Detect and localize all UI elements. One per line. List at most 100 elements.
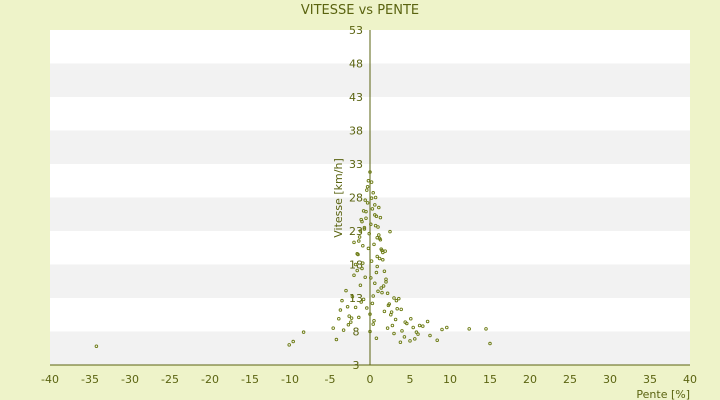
data-point: [371, 191, 375, 195]
data-point: [352, 273, 356, 277]
data-point: [381, 284, 386, 288]
x-tick-label: 30: [603, 373, 617, 386]
y-tick-label: 43: [349, 91, 363, 104]
data-point: [384, 277, 388, 281]
x-tick-label: -35: [81, 373, 99, 386]
data-point: [373, 223, 378, 228]
data-point: [376, 289, 380, 294]
data-point: [356, 252, 360, 257]
x-tick-label: -40: [41, 373, 59, 386]
data-point: [353, 305, 358, 310]
data-point: [366, 246, 371, 251]
data-point: [360, 266, 364, 271]
data-point: [402, 335, 407, 339]
data-point: [352, 240, 356, 245]
data-point: [388, 229, 392, 234]
data-point: [369, 259, 374, 263]
data-point: [94, 344, 99, 348]
data-point: [377, 205, 381, 210]
data-point: [398, 340, 403, 344]
data-point: [357, 235, 362, 239]
data-point: [338, 308, 343, 312]
data-point: [395, 306, 399, 311]
data-point: [445, 325, 449, 330]
data-point: [373, 281, 377, 286]
data-point: [416, 332, 420, 336]
data-point: [358, 229, 363, 233]
data-point: [345, 304, 350, 309]
data-point: [385, 291, 390, 296]
data-point: [425, 319, 430, 324]
data-point: [359, 300, 363, 304]
data-point: [362, 227, 367, 231]
data-point: [371, 322, 375, 326]
y-tick-label: 23: [349, 225, 363, 238]
y-axis-label: Vitesse [km/h]: [332, 158, 345, 238]
x-tick-label: 25: [563, 373, 577, 386]
data-point: [383, 249, 387, 253]
data-point: [393, 317, 398, 322]
data-point: [340, 298, 344, 303]
data-point: [341, 328, 346, 332]
data-point: [370, 207, 375, 211]
data-point: [361, 261, 365, 265]
data-point: [397, 296, 401, 301]
x-tick-label: -10: [281, 373, 299, 386]
x-tick-label: 15: [483, 373, 497, 386]
chart-title: VITESSE vs PENTE: [301, 3, 419, 18]
data-point: [349, 320, 353, 324]
data-point: [375, 264, 379, 269]
data-point: [389, 310, 394, 314]
data-point: [372, 319, 376, 323]
x-axis-label: Pente [%]: [636, 388, 690, 400]
data-point: [334, 337, 339, 342]
data-point: [344, 288, 348, 293]
data-point: [467, 327, 471, 331]
data-point: [355, 268, 359, 273]
data-point: [382, 269, 387, 273]
x-tick-label: 5: [407, 373, 414, 386]
data-point: [357, 315, 361, 320]
x-tick-label: -30: [121, 373, 139, 386]
data-point: [363, 198, 367, 202]
data-point: [374, 270, 379, 275]
data-point: [368, 312, 372, 316]
data-point: [364, 209, 368, 214]
x-tick-labels: -40 -35 -30 -25 -20 -15 -10 -5 0 5 10 15 20 25 30 35 40: [41, 373, 697, 386]
data-point: [392, 296, 396, 300]
data-point: [394, 298, 399, 303]
data-point: [350, 294, 355, 299]
data-point: [369, 222, 373, 227]
data-point: [373, 203, 377, 207]
data-point: [358, 283, 363, 288]
data-point: [421, 324, 425, 328]
data-point: [361, 243, 365, 248]
data-point: [377, 256, 382, 261]
data-point: [409, 317, 413, 321]
data-point: [408, 339, 412, 343]
data-point: [366, 178, 371, 183]
data-point: [346, 323, 351, 327]
data-points: [94, 170, 492, 348]
data-point: [337, 317, 341, 321]
data-point: [370, 301, 375, 306]
data-point: [386, 303, 391, 308]
data-point: [359, 217, 363, 222]
data-point: [365, 201, 370, 205]
data-point: [375, 235, 379, 240]
x-tick-label: 35: [643, 373, 657, 386]
y-tick-label: 33: [349, 158, 363, 171]
data-point: [380, 290, 384, 295]
x-tick-label: 40: [683, 373, 697, 386]
x-tick-label: 10: [443, 373, 457, 386]
x-tick-label: 0: [367, 373, 374, 386]
data-point: [488, 341, 492, 346]
data-point: [382, 309, 387, 314]
data-point: [301, 330, 306, 334]
data-point: [385, 326, 390, 330]
data-point: [363, 275, 367, 279]
y-tick-label: 28: [349, 192, 363, 205]
x-tick-label: -15: [241, 373, 259, 386]
y-tick-label: 53: [349, 24, 363, 37]
